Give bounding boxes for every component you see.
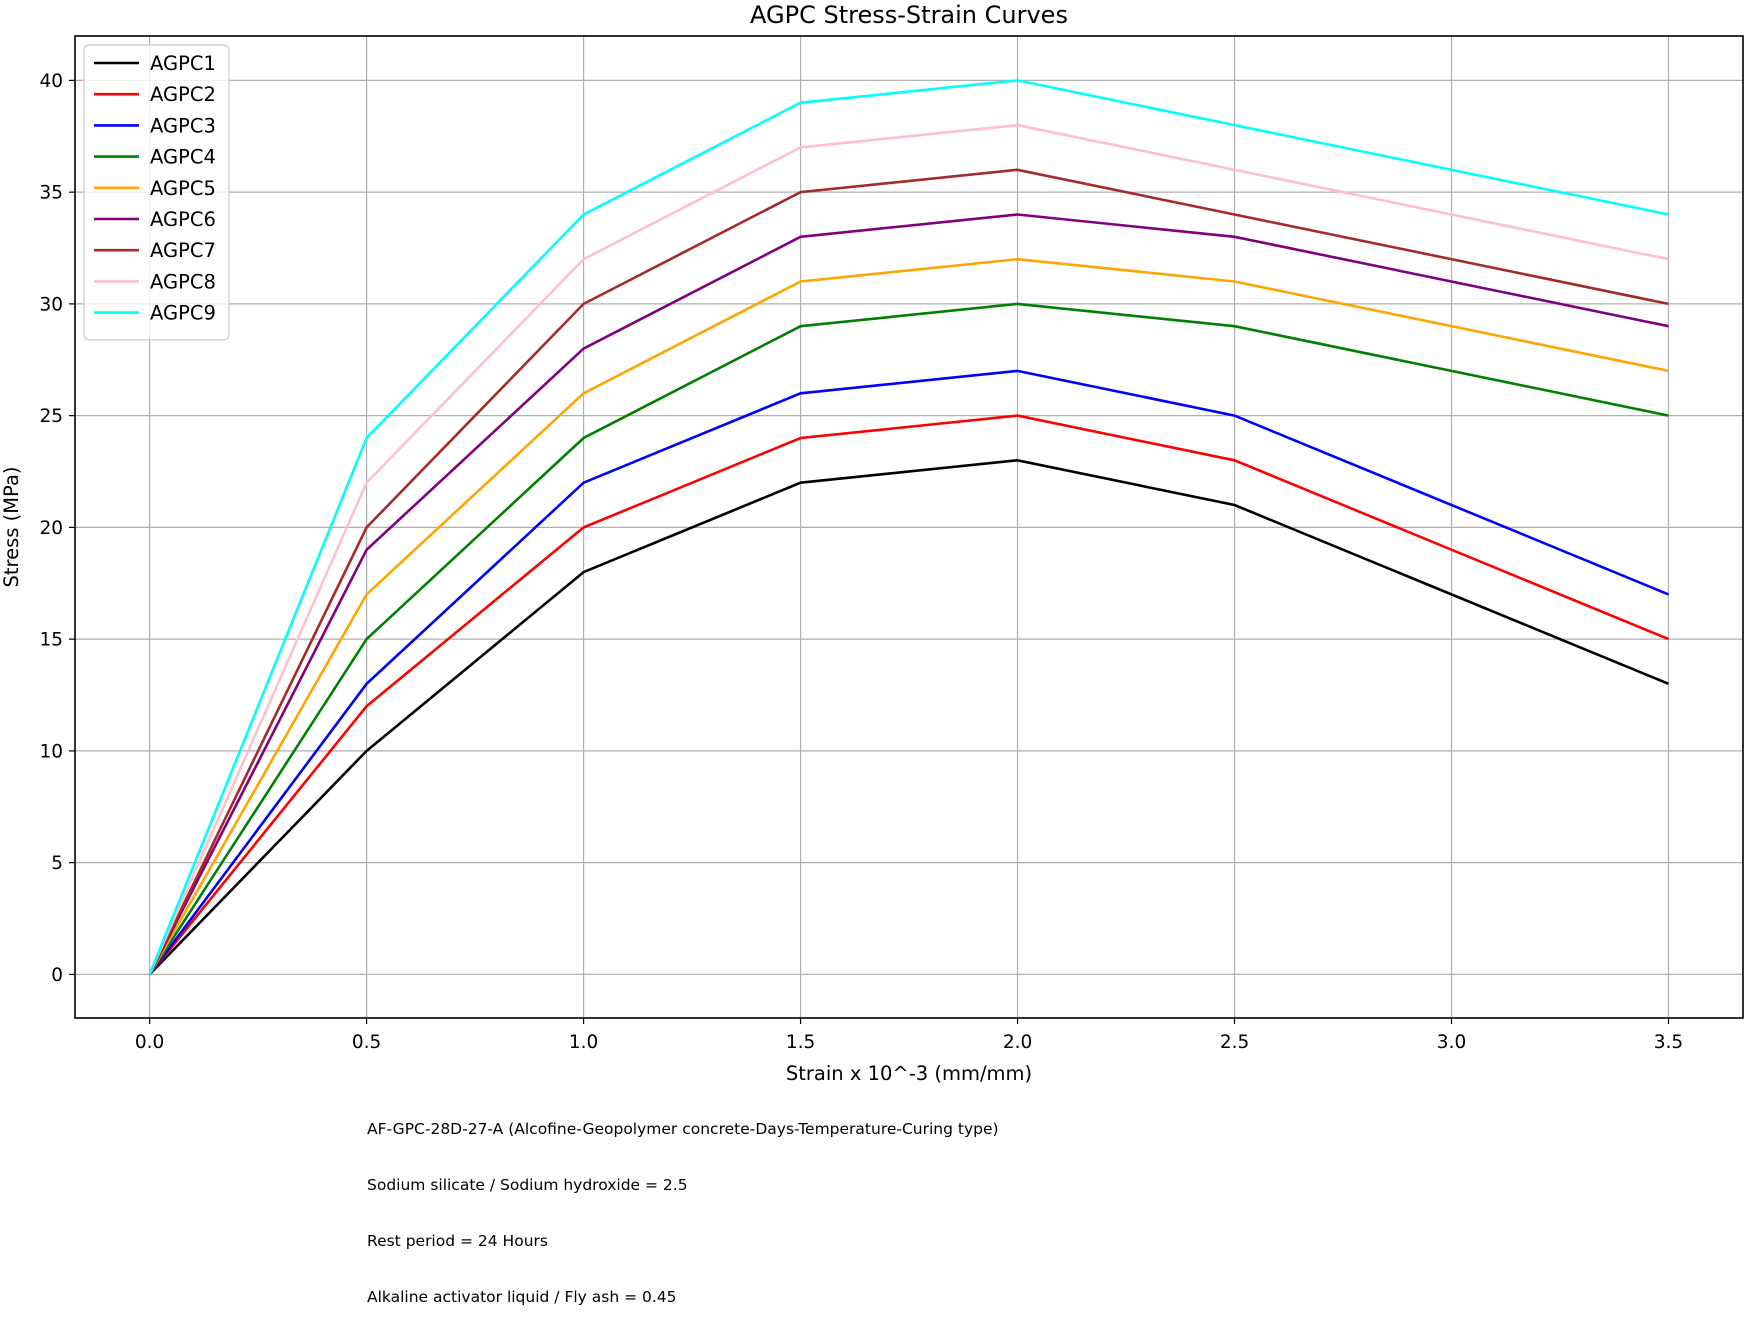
legend-label: AGPC7 (150, 239, 216, 262)
y-tick-label: 20 (39, 518, 63, 539)
x-tick-label: 3.5 (1654, 1032, 1683, 1053)
stress-strain-chart: AGPC Stress-Strain Curves 0.0 0.5 1.0 1.5 2.… (0, 1, 1744, 1085)
y-tick-label: 15 (39, 630, 63, 651)
x-tick-label: 2.5 (1220, 1032, 1249, 1053)
y-axis-ticks: 0 5 10 15 20 25 30 35 40 (39, 71, 75, 986)
legend-frame (83, 44, 230, 341)
series-line-agpc4 (148, 302, 1669, 976)
y-tick-label: 10 (39, 741, 63, 762)
series-line-agpc7 (148, 168, 1669, 975)
y-tick-label: 35 (39, 183, 63, 204)
legend-label: AGPC4 (150, 146, 216, 169)
legend-label: AGPC3 (150, 114, 216, 137)
legend-item: AGPC7 (94, 239, 216, 262)
y-tick-label: 0 (51, 965, 63, 986)
y-tick-label: 5 (51, 853, 63, 874)
legend-item: AGPC5 (94, 177, 216, 200)
series-line-agpc1 (148, 458, 1669, 976)
legend: AGPC1 AGPC2 AGPC3 AGPC4 AGPC5 AGPC6 AGPC7 AGPC8… (83, 44, 230, 341)
series-line-agpc2 (148, 414, 1669, 976)
x-tick-label: 0.0 (135, 1032, 164, 1053)
legend-label: AGPC1 (150, 52, 216, 75)
chart-annotation: AF-GPC-28D-27-A (Alcofine-Geopolymer con… (367, 1083, 999, 1325)
series-line-agpc3 (148, 369, 1669, 976)
legend-item: AGPC6 (94, 208, 216, 231)
series-line-agpc9 (148, 79, 1669, 975)
y-axis-label: Stress (MPa) (0, 467, 23, 588)
x-tick-label: 1.5 (786, 1032, 815, 1053)
x-tick-label: 2.0 (1003, 1032, 1032, 1053)
chart-title: AGPC Stress-Strain Curves (750, 1, 1068, 29)
legend-label: AGPC5 (150, 177, 216, 200)
legend-label: AGPC8 (150, 270, 216, 293)
data-series (148, 79, 1669, 976)
legend-item: AGPC3 (94, 114, 216, 137)
legend-item: AGPC9 (94, 302, 216, 325)
x-axis-ticks: 0.0 0.5 1.0 1.5 2.0 2.5 3.0 3.5 (135, 1018, 1683, 1053)
annotation-line-2: Sodium silicate / Sodium hydroxide = 2.5 (367, 1175, 688, 1194)
series-line-agpc6 (148, 213, 1669, 975)
x-axis-label: Strain x 10^-3 (mm/mm) (786, 1062, 1032, 1085)
annotation-line-1: AF-GPC-28D-27-A (Alcofine-Geopolymer con… (367, 1120, 999, 1139)
x-tick-label: 3.0 (1437, 1032, 1466, 1053)
legend-label: AGPC2 (150, 83, 216, 106)
y-tick-label: 40 (39, 71, 63, 92)
x-tick-label: 0.5 (352, 1032, 381, 1053)
grid-lines (75, 36, 1743, 1018)
y-tick-label: 25 (39, 406, 63, 427)
x-tick-label: 1.0 (569, 1032, 598, 1053)
legend-item: AGPC2 (94, 83, 216, 106)
series-line-agpc5 (148, 257, 1669, 976)
legend-item: AGPC4 (94, 146, 216, 169)
annotation-line-4: Alkaline activator liquid / Fly ash = 0.… (367, 1287, 677, 1306)
annotation-line-3: Rest period = 24 Hours (367, 1231, 548, 1250)
y-tick-label: 30 (39, 294, 63, 315)
legend-item: AGPC8 (94, 270, 216, 293)
legend-label: AGPC9 (150, 302, 216, 325)
legend-item: AGPC1 (94, 52, 216, 75)
legend-label: AGPC6 (150, 208, 216, 231)
series-line-agpc8 (148, 123, 1669, 975)
